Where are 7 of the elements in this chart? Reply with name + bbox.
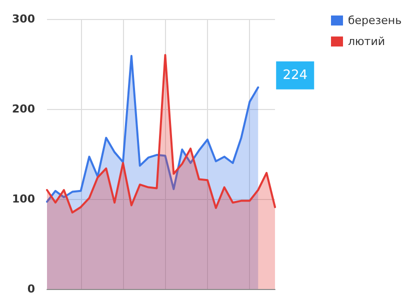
text: 224: [282, 68, 308, 83]
legend-label: березень: [348, 14, 402, 27]
y-tick-label: 300: [12, 12, 36, 26]
y-tick-label: 0: [27, 282, 36, 296]
y-tick-label: 100: [12, 192, 36, 206]
legend-label: лютий: [348, 35, 385, 48]
y-tick-label: 200: [12, 102, 36, 116]
